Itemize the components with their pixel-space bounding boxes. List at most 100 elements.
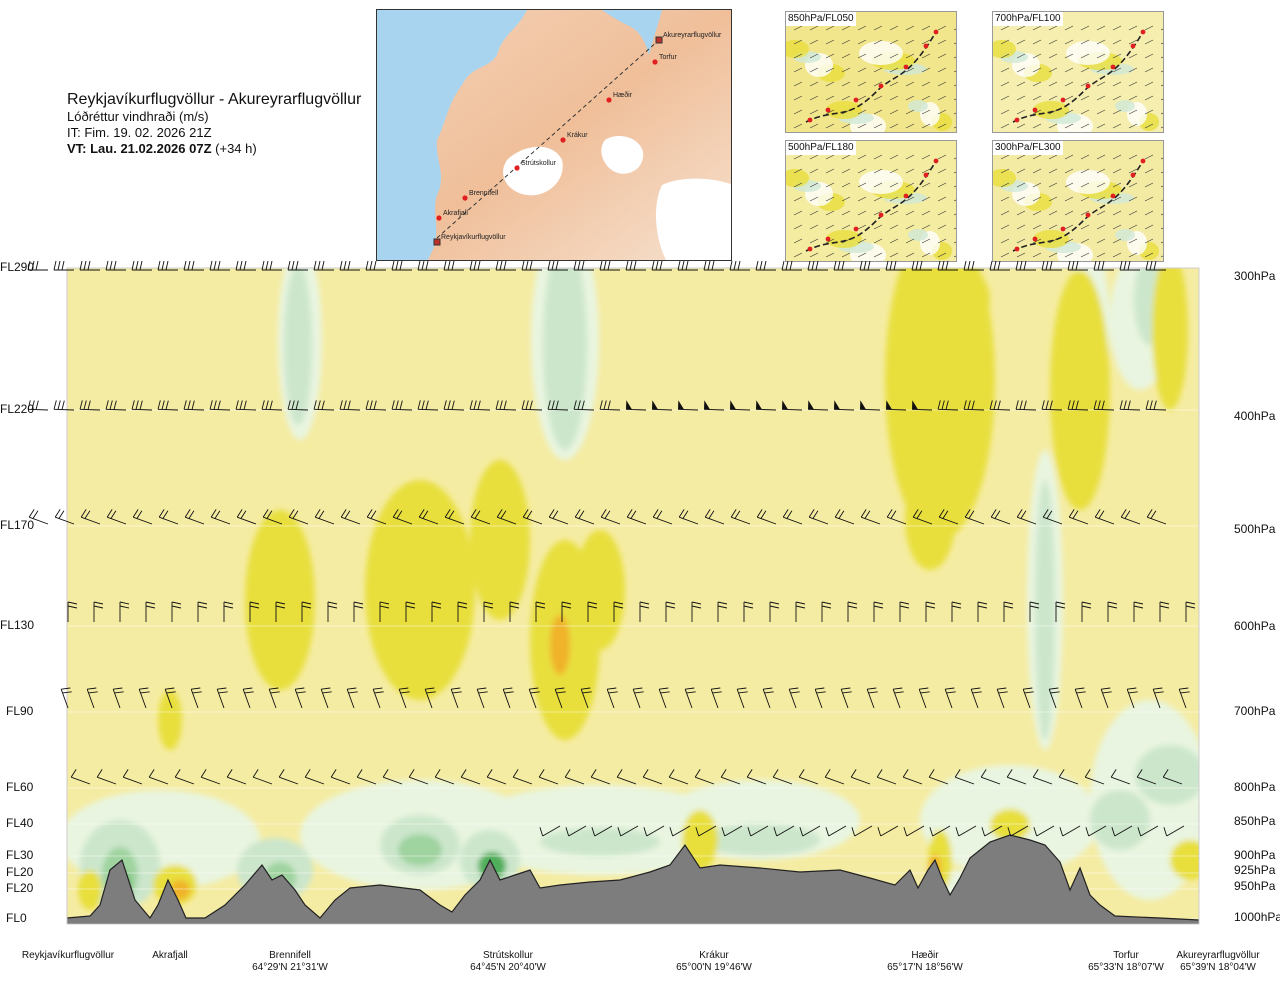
wind-barb bbox=[1152, 687, 1164, 709]
wind-barb bbox=[183, 260, 204, 271]
level-inset-label: 500hPa/FL180 bbox=[786, 141, 856, 155]
velocity-contour bbox=[1170, 840, 1199, 880]
waypoint-label: Reykjavíkurflugvöllur bbox=[0, 950, 138, 962]
wind-barb bbox=[755, 400, 777, 411]
waypoint-label: Hæðir 65°17'N 18°56'W bbox=[855, 950, 995, 974]
wind-barb bbox=[145, 601, 156, 622]
wind-barb bbox=[1126, 687, 1138, 709]
wind-barb bbox=[53, 400, 75, 411]
wind-barb bbox=[209, 400, 231, 411]
wind-barb bbox=[1081, 601, 1092, 622]
wind-barb bbox=[937, 260, 958, 271]
valid-time-main: VT: Lau. 21.02.2026 07Z bbox=[67, 141, 212, 156]
waypoint-name: Brennifell bbox=[269, 950, 311, 961]
wind-barb bbox=[955, 825, 977, 837]
wind-barb bbox=[1133, 601, 1144, 622]
wind-barb bbox=[528, 687, 540, 709]
wind-barb bbox=[743, 601, 754, 622]
wind-barb bbox=[1137, 825, 1159, 837]
velocity-contour bbox=[237, 838, 313, 902]
level-inset-map bbox=[786, 143, 956, 261]
wind-barb bbox=[132, 509, 153, 525]
flight-level-label: FL290 bbox=[0, 260, 35, 274]
wind-barb bbox=[717, 601, 728, 622]
wind-barb bbox=[788, 687, 800, 709]
wind-barb bbox=[164, 687, 176, 709]
flight-level-label: FL90 bbox=[6, 704, 34, 718]
wind-barb bbox=[703, 400, 725, 411]
velocity-contour bbox=[460, 785, 740, 875]
wind-barb bbox=[80, 509, 101, 525]
wind-barb bbox=[877, 825, 899, 837]
wind-barb bbox=[235, 400, 257, 411]
map-waypoint-label: Reykjavíkurflugvöllur bbox=[441, 234, 506, 241]
velocity-contour bbox=[1090, 790, 1150, 850]
wind-barb bbox=[314, 509, 335, 525]
wind-barb bbox=[226, 769, 247, 785]
wind-barb bbox=[694, 769, 715, 785]
waypoint-name: Hæðir bbox=[911, 950, 939, 961]
map-airport-marker bbox=[655, 36, 663, 44]
wind-barb bbox=[1094, 509, 1115, 525]
wind-barb bbox=[148, 769, 169, 785]
wind-barb bbox=[392, 509, 413, 525]
wind-barb bbox=[339, 260, 360, 271]
wind-barb bbox=[236, 509, 257, 525]
level-inset-label: 850hPa/FL050 bbox=[786, 12, 856, 26]
velocity-contour bbox=[700, 824, 820, 856]
wind-barb bbox=[275, 601, 286, 622]
velocity-contour bbox=[460, 830, 520, 890]
map-waypoint-marker bbox=[560, 137, 566, 143]
map-waypoint-label: Akrafjall bbox=[443, 210, 468, 217]
wind-barb bbox=[294, 687, 306, 709]
wind-barb bbox=[105, 260, 126, 271]
flight-level-label: FL130 bbox=[0, 618, 35, 632]
wind-barb bbox=[417, 260, 438, 271]
waypoint-name: Akrafjall bbox=[152, 950, 188, 961]
wind-barb bbox=[970, 687, 982, 709]
wind-barb bbox=[747, 825, 769, 837]
wind-barb bbox=[658, 687, 670, 709]
wind-barb bbox=[873, 601, 884, 622]
wind-barbs bbox=[27, 260, 1196, 837]
velocity-contour bbox=[365, 480, 475, 700]
wind-barb bbox=[925, 601, 936, 622]
wind-barb bbox=[112, 687, 124, 709]
wind-barb bbox=[677, 400, 699, 411]
wind-barb bbox=[911, 400, 933, 411]
wind-barb bbox=[105, 400, 127, 411]
wind-barb bbox=[242, 687, 254, 709]
velocity-contour bbox=[1090, 700, 1199, 900]
wind-barb bbox=[911, 260, 932, 271]
wind-barb bbox=[521, 260, 542, 271]
wind-barb bbox=[851, 825, 873, 837]
wind-barb bbox=[1068, 509, 1089, 525]
waypoint-coordinates: 65°39'N 18°04'W bbox=[1180, 962, 1256, 973]
wind-barb bbox=[434, 769, 455, 785]
wind-barb bbox=[721, 825, 743, 837]
velocity-contour bbox=[102, 847, 138, 903]
wind-barb bbox=[122, 769, 143, 785]
waypoint-coordinates: 64°29'N 21°31'W bbox=[252, 962, 328, 973]
wind-barb bbox=[704, 509, 725, 525]
wind-barb bbox=[431, 601, 442, 622]
wind-barb bbox=[301, 601, 312, 622]
wind-barb bbox=[876, 769, 897, 785]
level-inset-map bbox=[786, 14, 956, 132]
wind-barb bbox=[825, 825, 847, 837]
waypoint-name: Reykjavíkurflugvöllur bbox=[21, 950, 115, 961]
velocity-contour bbox=[920, 765, 1100, 875]
wind-barb bbox=[651, 400, 673, 411]
wind-barb bbox=[183, 400, 205, 411]
wind-barb bbox=[1163, 825, 1185, 837]
wind-barb bbox=[495, 400, 517, 411]
wind-barb bbox=[278, 769, 299, 785]
wind-barb bbox=[210, 509, 231, 525]
waypoint-coordinates: 65°33'N 18°07'W bbox=[1088, 962, 1164, 973]
wind-barb bbox=[365, 260, 386, 271]
waypoint-label: Akrafjall bbox=[100, 950, 240, 962]
pressure-level-label: 850hPa bbox=[1234, 814, 1276, 828]
wind-barb bbox=[668, 769, 689, 785]
velocity-contour bbox=[1110, 268, 1170, 390]
wind-barb bbox=[261, 260, 282, 271]
